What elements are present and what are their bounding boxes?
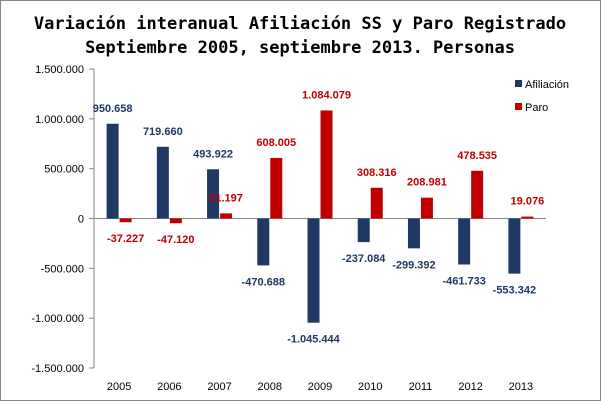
data-label-paro: 308.316 — [357, 167, 397, 179]
data-label-afiliacion: -1.045.444 — [287, 334, 340, 346]
y-tick-label: 1.000.000 — [35, 114, 84, 126]
data-label-paro: -37.227 — [107, 233, 144, 245]
bar-afiliacion — [156, 146, 169, 219]
data-label-paro: 208.981 — [407, 177, 447, 189]
legend-swatch — [515, 80, 522, 87]
x-tick-label: 2011 — [409, 381, 433, 393]
axes: 1.500.000 1.000.000 500.000 0 -500.000 -1.000… — [31, 64, 546, 393]
bar-afiliacion — [307, 218, 320, 323]
bar-afiliacion — [357, 218, 370, 243]
data-label-paro: 19.076 — [511, 196, 545, 208]
data-label-paro: 51.197 — [209, 192, 243, 204]
legend-label: Paro — [525, 102, 548, 114]
x-tick-label: 2007 — [207, 381, 231, 393]
y-tick-label: 0 — [78, 214, 84, 226]
data-label-afiliacion: -299.392 — [392, 259, 435, 271]
bar-paro — [270, 157, 283, 219]
legend: Afiliación Paro — [515, 79, 569, 114]
data-label-afiliacion: -461.733 — [442, 276, 485, 288]
x-tick-label: 2005 — [107, 381, 131, 393]
data-label-paro: 1.084.079 — [302, 89, 351, 101]
y-tick-label: -500.000 — [41, 263, 84, 275]
bar-afiliacion — [257, 218, 270, 266]
x-tick-label: 2006 — [157, 381, 181, 393]
data-label-paro: 478.535 — [457, 150, 497, 162]
bar-paro — [370, 187, 383, 219]
y-tick-label: -1.000.000 — [31, 313, 84, 325]
bar-paro — [420, 197, 433, 219]
data-label-afiliacion: 493.922 — [193, 148, 233, 160]
bar-afiliacion — [106, 123, 119, 219]
data-label-paro: 608.005 — [256, 137, 296, 149]
data-label-afiliacion: -553.342 — [493, 285, 536, 297]
bar-paro — [471, 170, 484, 219]
bar-paro — [521, 216, 534, 219]
bar-afiliacion — [458, 218, 471, 265]
chart-title: Variación interanual Afiliación SS y Par… — [34, 14, 566, 34]
bar-afiliacion — [407, 218, 420, 249]
bar-afiliacion — [508, 218, 521, 274]
legend-label: Afiliación — [525, 79, 569, 91]
chart-subtitle: Septiembre 2005, septiembre 2013. Person… — [85, 38, 515, 58]
data-label-afiliacion: -470.688 — [242, 276, 285, 288]
bar-paro — [320, 110, 333, 219]
legend-swatch — [515, 103, 522, 110]
bar-paro — [119, 218, 132, 223]
data-label-paro: -47.120 — [157, 234, 194, 246]
x-tick-label: 2009 — [308, 381, 332, 393]
x-tick-label: 2008 — [258, 381, 282, 393]
data-label-afiliacion: 950.658 — [93, 103, 133, 115]
bars — [106, 110, 534, 323]
bar-afiliacion — [207, 169, 220, 219]
x-tick-label: 2010 — [358, 381, 382, 393]
data-labels: 950.658 719.660 493.922 -470.688 -1.045.444 -… — [93, 89, 544, 345]
x-tick-label: 2013 — [509, 381, 533, 393]
bar-paro — [220, 213, 233, 219]
y-tick-label: -1.500.000 — [31, 363, 84, 375]
y-tick-label: 500.000 — [44, 164, 84, 176]
x-tick-label: 2012 — [458, 381, 482, 393]
y-tick-label: 1.500.000 — [35, 64, 84, 76]
bar-paro — [169, 218, 182, 224]
data-label-afiliacion: -237.084 — [342, 253, 386, 265]
data-label-afiliacion: 719.660 — [143, 126, 183, 138]
